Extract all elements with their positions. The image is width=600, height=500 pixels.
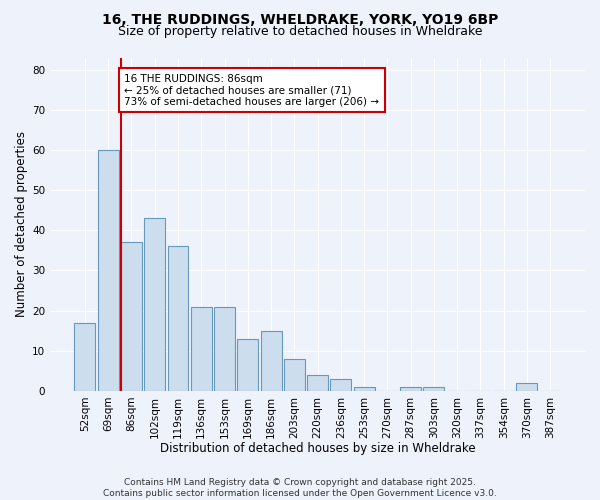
Bar xyxy=(517,383,538,391)
Bar xyxy=(98,150,119,391)
Y-axis label: Number of detached properties: Number of detached properties xyxy=(15,131,28,317)
Text: Contains HM Land Registry data © Crown copyright and database right 2025.
Contai: Contains HM Land Registry data © Crown c… xyxy=(103,478,497,498)
Bar xyxy=(353,387,374,391)
Text: 16, THE RUDDINGS, WHELDRAKE, YORK, YO19 6BP: 16, THE RUDDINGS, WHELDRAKE, YORK, YO19 … xyxy=(102,12,498,26)
X-axis label: Distribution of detached houses by size in Wheldrake: Distribution of detached houses by size … xyxy=(160,442,475,455)
Bar xyxy=(331,379,352,391)
Bar xyxy=(424,387,445,391)
Bar xyxy=(144,218,165,391)
Bar xyxy=(121,242,142,391)
Bar xyxy=(238,338,258,391)
Bar xyxy=(74,322,95,391)
Text: 16 THE RUDDINGS: 86sqm
← 25% of detached houses are smaller (71)
73% of semi-det: 16 THE RUDDINGS: 86sqm ← 25% of detached… xyxy=(124,74,379,107)
Bar xyxy=(191,306,212,391)
Bar xyxy=(260,330,281,391)
Bar xyxy=(400,387,421,391)
Bar xyxy=(167,246,188,391)
Bar xyxy=(307,375,328,391)
Text: Size of property relative to detached houses in Wheldrake: Size of property relative to detached ho… xyxy=(118,25,482,38)
Bar xyxy=(284,358,305,391)
Bar xyxy=(214,306,235,391)
